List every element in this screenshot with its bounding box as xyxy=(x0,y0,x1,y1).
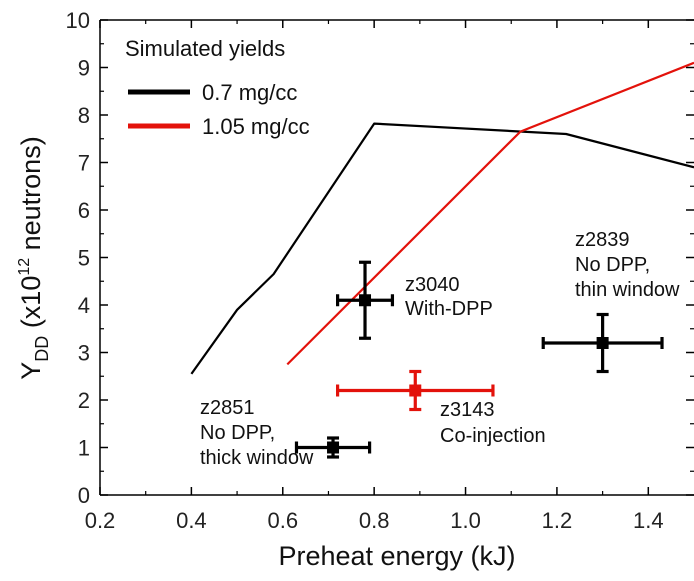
annotation-2-line-0: z3143 xyxy=(440,399,495,421)
y-tick-label-0: 0 xyxy=(78,483,90,508)
annotation-1: z2839 No DPP, thin window xyxy=(575,229,680,301)
data-point-2 xyxy=(336,369,495,412)
y-tick-label-9: 9 xyxy=(78,56,90,81)
annotation-1-line-1: No DPP, xyxy=(575,254,650,276)
x-tick-label-1: 0.4 xyxy=(176,508,207,533)
y-tick-label-4: 4 xyxy=(78,293,90,318)
y-axis-label: YDD (x1012 neutrons) xyxy=(16,136,52,379)
annotation-0-line-1: With-DPP xyxy=(405,298,493,320)
series-line-0 xyxy=(190,122,694,375)
annotation-0: z3040 With-DPP xyxy=(405,274,493,320)
annotation-1-line-0: z2839 xyxy=(575,229,630,251)
annotation-1-line-2: thin window xyxy=(575,279,680,301)
annotation-2-line-1: Co-injection xyxy=(440,425,546,447)
x-tick-label-6: 1.4 xyxy=(633,508,664,533)
annotation-0-line-0: z3040 xyxy=(405,274,460,296)
y-tick-label-5: 5 xyxy=(78,246,90,271)
simulated-yield-lines xyxy=(190,61,694,375)
x-axis-label: Preheat energy (kJ) xyxy=(278,541,515,571)
annotation-3-line-0: z2851 xyxy=(200,397,255,419)
x-tick-label-3: 0.8 xyxy=(359,508,390,533)
y-tick-label-8: 8 xyxy=(78,103,90,128)
y-tick-label-1: 1 xyxy=(78,436,90,461)
legend-label-1: 1.05 mg/cc xyxy=(202,114,310,139)
y-tick-label-6: 6 xyxy=(78,198,90,223)
annotation-3-line-2: thick window xyxy=(200,447,314,469)
point-marker xyxy=(409,384,422,397)
x-tick-label-2: 0.6 xyxy=(267,508,298,533)
data-point-0 xyxy=(336,260,395,340)
annotation-3-line-1: No DPP, xyxy=(200,422,275,444)
x-tick-label-0: 0.2 xyxy=(85,508,116,533)
x-tick-label-5: 1.2 xyxy=(542,508,573,533)
point-marker xyxy=(327,441,340,454)
point-annotations: z3040 With-DPP z2839 No DPP, thin window z314… xyxy=(200,229,680,469)
y-tick-label-2: 2 xyxy=(78,388,90,413)
x-tick-label-4: 1.0 xyxy=(450,508,481,533)
annotation-3: z2851 No DPP, thick window xyxy=(200,397,314,469)
annotation-2: z3143 Co-injection xyxy=(440,399,546,447)
point-marker xyxy=(359,294,372,307)
point-marker xyxy=(596,337,609,349)
legend: Simulated yields 0.7 mg/cc 1.05 mg/cc xyxy=(125,36,310,139)
plot-frame xyxy=(99,19,694,496)
legend-label-0: 0.7 mg/cc xyxy=(202,80,297,105)
y-tick-label-7: 7 xyxy=(78,151,90,176)
y-tick-label-3: 3 xyxy=(78,341,90,366)
y-tick-label-10: 10 xyxy=(66,8,90,33)
axes-ticks: 0.2 0.4 0.6 0.8 1.0 1.2 1.4 0 1 2 3 4 5 6 7 8 9 10 xyxy=(66,8,694,533)
data-point-3 xyxy=(294,436,372,459)
measured-points xyxy=(294,260,664,459)
data-point-1 xyxy=(541,312,664,374)
legend-title: Simulated yields xyxy=(125,36,285,61)
